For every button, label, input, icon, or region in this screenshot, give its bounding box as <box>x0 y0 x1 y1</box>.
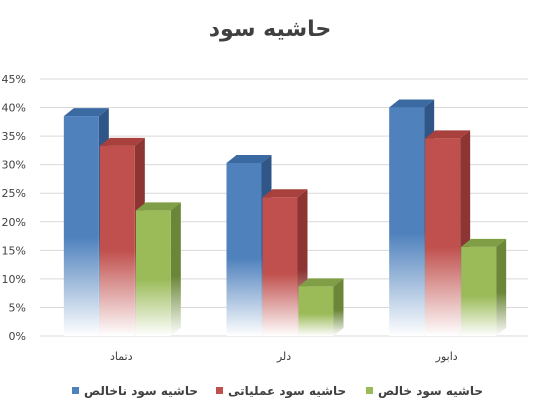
y-tick-label: 30% <box>2 159 26 172</box>
legend-swatch <box>72 387 79 394</box>
legend-swatch <box>216 387 223 394</box>
legend-label: حاشیه سود ناخالص <box>84 384 198 399</box>
chart-title: حاشیه سود <box>209 17 331 42</box>
legend: حاشیه سود ناخالص حاشیه سود عملیاتی حاشیه س… <box>72 384 483 399</box>
y-tick-label: 20% <box>2 216 26 229</box>
y-tick-label: 10% <box>2 273 26 286</box>
bars <box>63 99 507 336</box>
legend-item: حاشیه سود خالص <box>366 384 483 399</box>
legend-item: حاشیه سود ناخالص <box>72 384 198 399</box>
y-axis-ticks: 0% 5% 10% 15% 20% 25% 30% 35% 40% 45% <box>2 73 26 343</box>
legend-label: حاشیه سود عملیاتی <box>228 384 346 399</box>
y-tick-label: 25% <box>2 187 26 200</box>
y-tick-label: 5% <box>9 301 26 314</box>
y-tick-label: 35% <box>2 130 26 143</box>
category-labels: دتماد دلر دابور <box>110 350 458 363</box>
category-label: دتماد <box>110 350 133 363</box>
bar <box>298 278 344 336</box>
y-tick-label: 15% <box>2 244 26 257</box>
category-label: دابور <box>435 350 458 363</box>
bar <box>461 238 507 336</box>
category-label: دلر <box>276 350 291 363</box>
bar <box>425 130 471 336</box>
y-tick-label: 0% <box>9 330 26 343</box>
y-tick-label: 40% <box>2 102 26 115</box>
bar <box>135 202 181 336</box>
legend-swatch <box>366 387 373 394</box>
legend-label: حاشیه سود خالص <box>378 384 483 399</box>
y-tick-label: 45% <box>2 73 26 86</box>
legend-item: حاشیه سود عملیاتی <box>216 384 346 399</box>
